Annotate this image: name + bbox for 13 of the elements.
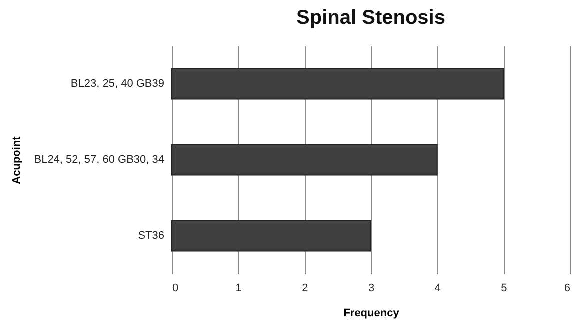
y-tick-label: BL24, 52, 57, 60 GB30, 34 [34,154,164,166]
x-tick-label: 1 [236,282,242,294]
chart-title: Spinal Stenosis [296,7,446,29]
x-tick-label: 4 [434,282,441,294]
x-tick-label: 2 [302,282,308,294]
x-tick-label: 5 [501,282,508,294]
y-axis-title: Acupoint [11,136,24,184]
x-axis-title: Frequency [344,308,400,320]
x-tick-label: 3 [368,282,375,294]
x-tick-label: 6 [564,282,570,294]
x-tick-label: 0 [172,282,179,294]
y-tick-label: ST36 [138,230,164,242]
y-tick-label: BL23, 25, 40 GB39 [70,78,164,90]
